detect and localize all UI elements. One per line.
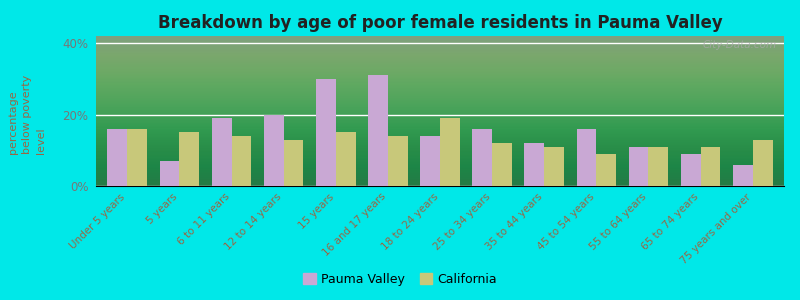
Text: 12 to 14 years: 12 to 14 years <box>223 192 284 252</box>
Bar <box>284 140 303 186</box>
Bar <box>525 143 544 186</box>
Bar <box>264 115 284 186</box>
Bar <box>681 154 701 186</box>
Bar <box>596 154 616 186</box>
Text: 15 years: 15 years <box>297 192 336 231</box>
Text: Under 5 years: Under 5 years <box>68 192 127 250</box>
Bar <box>577 129 596 186</box>
Text: 65 to 74 years: 65 to 74 years <box>640 192 701 252</box>
Text: 16 and 17 years: 16 and 17 years <box>321 192 388 259</box>
Legend: Pauma Valley, California: Pauma Valley, California <box>298 268 502 291</box>
Text: 35 to 44 years: 35 to 44 years <box>484 192 544 252</box>
Text: 45 to 54 years: 45 to 54 years <box>536 192 596 252</box>
Text: 55 to 64 years: 55 to 64 years <box>588 192 649 252</box>
Bar <box>316 79 336 186</box>
Bar <box>701 147 721 186</box>
Text: percentage
below poverty
level: percentage below poverty level <box>8 74 46 154</box>
Bar <box>368 75 388 186</box>
Bar <box>649 147 668 186</box>
Bar <box>159 161 179 186</box>
Text: 5 years: 5 years <box>145 192 179 226</box>
Bar <box>179 132 199 186</box>
Text: 18 to 24 years: 18 to 24 years <box>379 192 440 252</box>
Text: 6 to 11 years: 6 to 11 years <box>176 192 231 247</box>
Bar <box>127 129 147 186</box>
Text: City-Data.com: City-Data.com <box>703 40 777 50</box>
Bar <box>733 165 753 186</box>
Bar <box>420 136 440 186</box>
Bar <box>492 143 512 186</box>
Bar <box>472 129 492 186</box>
Bar <box>544 147 564 186</box>
Bar <box>336 132 355 186</box>
Bar <box>753 140 773 186</box>
Text: 75 years and over: 75 years and over <box>678 192 753 266</box>
Bar <box>212 118 231 186</box>
Title: Breakdown by age of poor female residents in Pauma Valley: Breakdown by age of poor female resident… <box>158 14 722 32</box>
Bar <box>440 118 460 186</box>
Text: 25 to 34 years: 25 to 34 years <box>432 192 492 252</box>
Bar <box>107 129 127 186</box>
Bar <box>388 136 408 186</box>
Bar <box>629 147 649 186</box>
Bar <box>231 136 251 186</box>
